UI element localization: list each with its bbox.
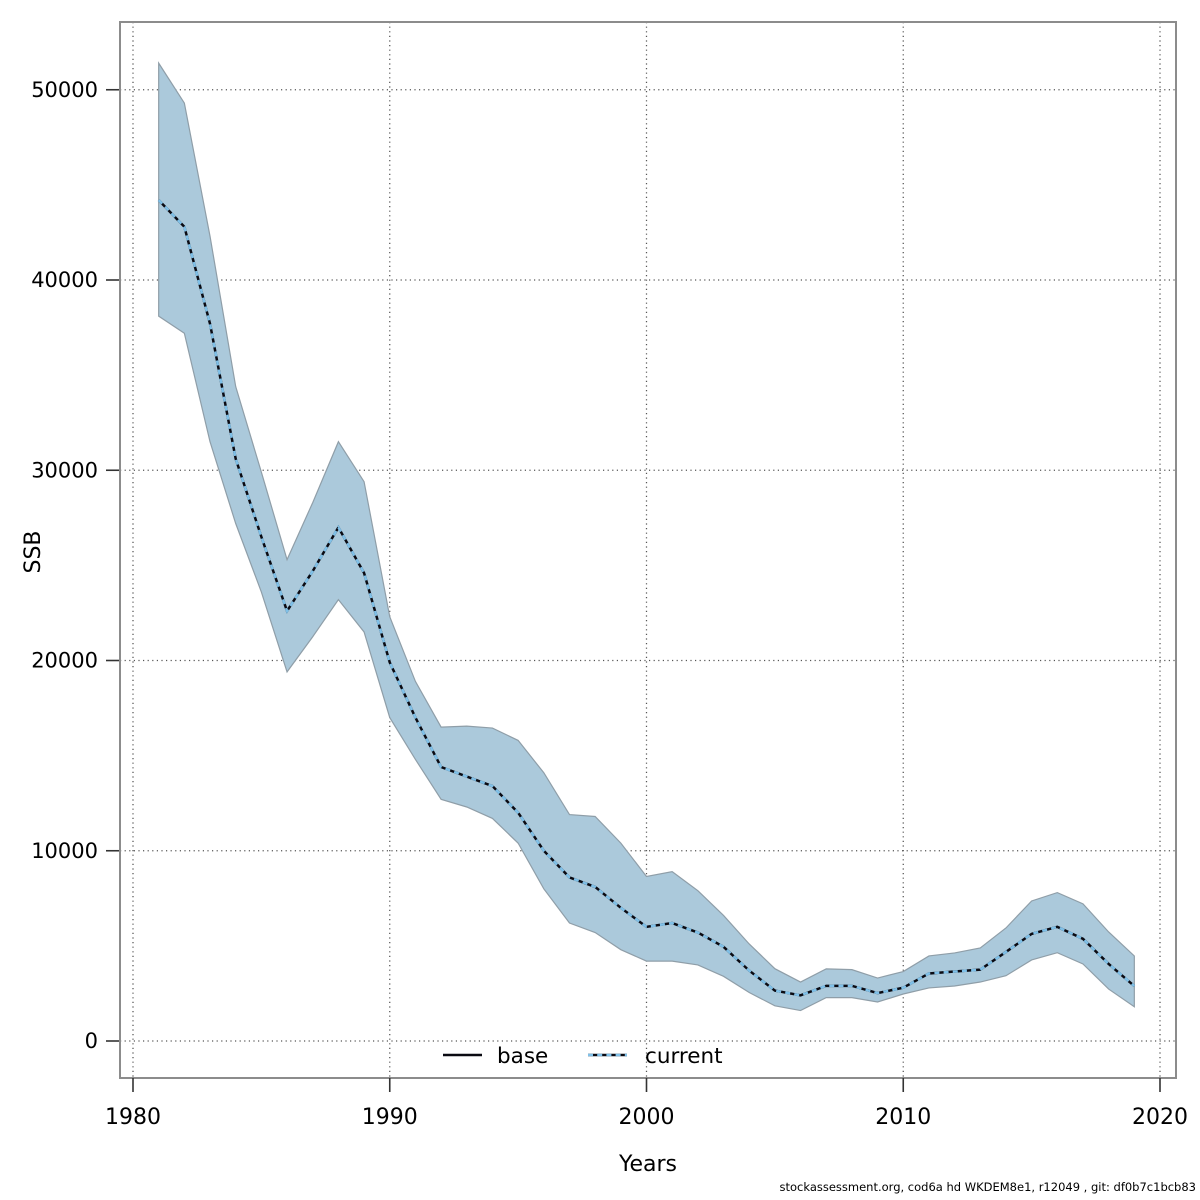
axis-ticks	[106, 88, 1161, 1092]
x-axis-title: Years	[618, 1152, 677, 1177]
y-axis-title: SSB	[21, 530, 46, 573]
y-tick-label: 50000	[31, 78, 98, 102]
x-tick-label: 1990	[362, 1105, 418, 1130]
legend-base-label: base	[497, 1044, 548, 1069]
y-tick-labels: 0 10000 20000 30000 40000 50000	[31, 78, 98, 1053]
y-tick-label: 30000	[31, 458, 98, 482]
footer-source-text: stockassessment.org, cod6a hd WKDEM8e1, …	[780, 1180, 1197, 1194]
y-tick-label: 20000	[31, 649, 98, 673]
legend: base current	[443, 1044, 723, 1069]
series-lines	[157, 199, 1136, 997]
plot-frame	[119, 21, 1177, 1079]
x-tick-label: 2010	[875, 1105, 931, 1130]
confidence-band	[158, 61, 1135, 1012]
x-tick-label: 2020	[1132, 1105, 1188, 1130]
y-tick-label: 0	[85, 1029, 98, 1053]
x-tick-label: 1980	[105, 1105, 161, 1130]
x-tick-label: 2000	[619, 1105, 675, 1130]
plot-border	[119, 21, 1177, 1079]
legend-current-label: current	[645, 1044, 723, 1069]
confidence-band-polygon	[158, 61, 1135, 1012]
y-tick-label: 40000	[31, 268, 98, 292]
current-estimate-line	[157, 199, 1136, 997]
x-tick-labels: 1980 1990 2000 2010 2020	[105, 1105, 1188, 1130]
y-tick-label: 10000	[31, 839, 98, 863]
